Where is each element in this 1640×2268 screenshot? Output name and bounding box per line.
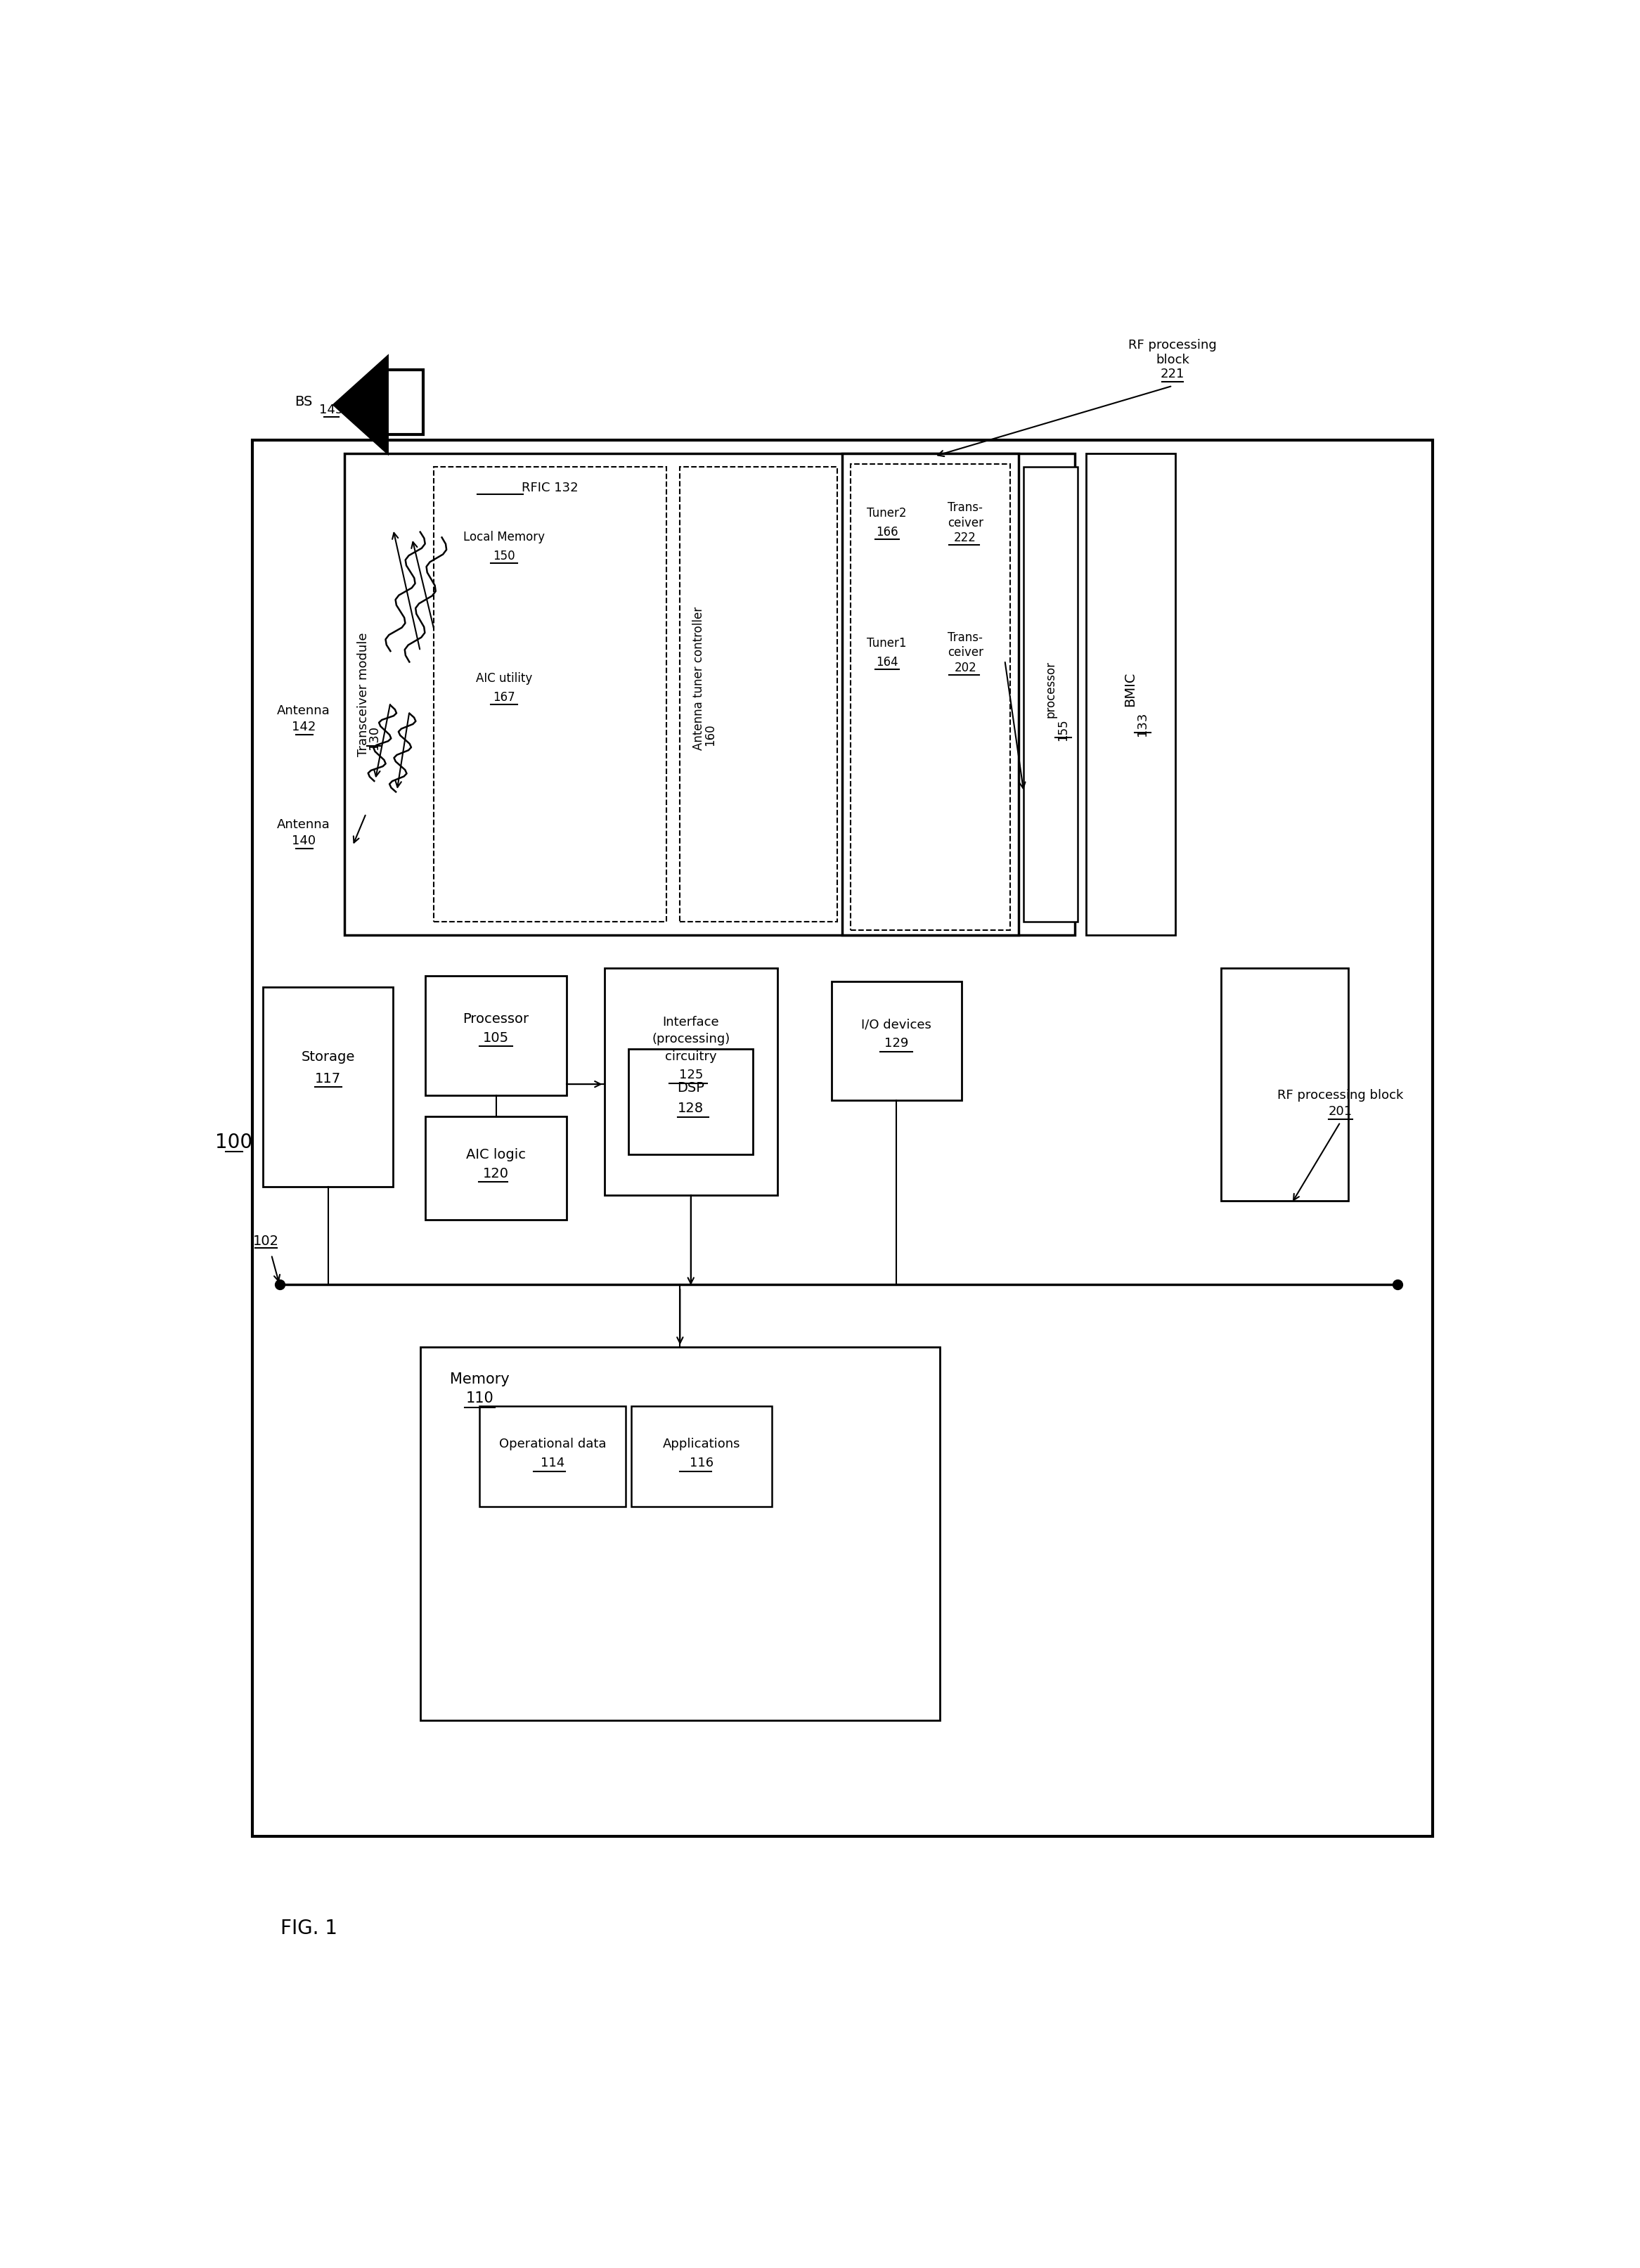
Bar [379, 370, 423, 435]
Text: Processor: Processor [462, 1012, 530, 1025]
Text: 140: 140 [292, 835, 317, 846]
Text: 117: 117 [315, 1073, 341, 1086]
Text: Tuner2: Tuner2 [868, 506, 907, 519]
Bar [604, 968, 777, 1195]
Text: Applications: Applications [663, 1438, 741, 1452]
Text: 167: 167 [494, 692, 515, 703]
Text: Storage: Storage [302, 1050, 354, 1064]
Bar [851, 465, 1010, 930]
Bar [927, 481, 1005, 581]
Text: circuitry: circuitry [664, 1050, 717, 1064]
Bar [253, 440, 1432, 1837]
Text: 164: 164 [876, 655, 897, 669]
Text: 100: 100 [215, 1132, 253, 1152]
Text: 142: 142 [292, 721, 317, 733]
Text: Local Memory: Local Memory [464, 531, 544, 544]
Text: Memory: Memory [449, 1372, 510, 1386]
Bar [444, 499, 564, 608]
Bar [856, 481, 918, 581]
Text: Antenna tuner controller: Antenna tuner controller [692, 606, 705, 751]
Bar [856, 610, 918, 710]
Text: 202: 202 [954, 662, 976, 674]
Text: block: block [1156, 354, 1189, 365]
Text: Tuner1: Tuner1 [868, 637, 907, 649]
Text: ceiver: ceiver [948, 517, 984, 528]
Bar [631, 1406, 772, 1506]
Text: 102: 102 [253, 1234, 279, 1247]
Text: 114: 114 [541, 1456, 564, 1470]
Text: 125: 125 [679, 1068, 704, 1082]
Bar [444, 640, 564, 748]
Text: 129: 129 [884, 1036, 909, 1050]
Text: 105: 105 [482, 1032, 508, 1046]
Bar [681, 467, 836, 921]
Bar [426, 1116, 566, 1220]
Bar [1222, 968, 1348, 1200]
Text: 222: 222 [954, 531, 976, 544]
Text: AIC utility: AIC utility [476, 671, 533, 685]
Text: RFIC 132: RFIC 132 [522, 481, 579, 494]
Text: processor: processor [1045, 660, 1058, 717]
Text: DSP: DSP [677, 1082, 705, 1095]
Bar [481, 1406, 626, 1506]
Text: 110: 110 [466, 1390, 494, 1406]
Text: 155: 155 [1056, 719, 1069, 742]
Text: 116: 116 [690, 1456, 713, 1470]
Text: 120: 120 [482, 1166, 508, 1179]
Text: 221: 221 [1161, 367, 1184, 381]
Bar [628, 1050, 753, 1154]
Bar [426, 975, 566, 1095]
Text: 150: 150 [494, 551, 515, 562]
Text: 133: 133 [1137, 712, 1148, 737]
Text: FIG. 1: FIG. 1 [280, 1919, 338, 1939]
Text: Antenna: Antenna [277, 819, 330, 830]
Text: BS: BS [295, 395, 313, 408]
Text: 130: 130 [367, 726, 380, 751]
Bar [843, 454, 1018, 934]
Text: Operational data: Operational data [499, 1438, 607, 1452]
Text: RF processing: RF processing [1128, 338, 1217, 352]
Bar [831, 982, 961, 1100]
Bar [433, 467, 666, 921]
Text: 160: 160 [704, 723, 717, 746]
Bar [1023, 467, 1077, 921]
Bar [264, 987, 394, 1186]
Text: I/O devices: I/O devices [861, 1018, 932, 1032]
Text: BMIC: BMIC [1123, 671, 1137, 705]
Bar [420, 1347, 940, 1719]
Bar [927, 610, 1005, 710]
Text: (processing): (processing) [651, 1032, 730, 1046]
Text: Antenna: Antenna [277, 705, 330, 717]
Text: 166: 166 [876, 526, 897, 538]
Text: ceiver: ceiver [948, 646, 984, 660]
Text: 201: 201 [1328, 1105, 1353, 1118]
Text: Trans-: Trans- [948, 501, 982, 515]
Polygon shape [333, 356, 387, 454]
Text: 145: 145 [318, 404, 343, 417]
Bar [1086, 454, 1176, 934]
Text: Interface: Interface [663, 1016, 720, 1027]
Text: AIC logic: AIC logic [466, 1148, 526, 1161]
Text: 128: 128 [677, 1102, 704, 1116]
Text: Transceiver module: Transceiver module [358, 633, 369, 758]
Text: RF processing block: RF processing block [1278, 1089, 1404, 1102]
Bar [344, 454, 1076, 934]
Text: Trans-: Trans- [948, 631, 982, 644]
